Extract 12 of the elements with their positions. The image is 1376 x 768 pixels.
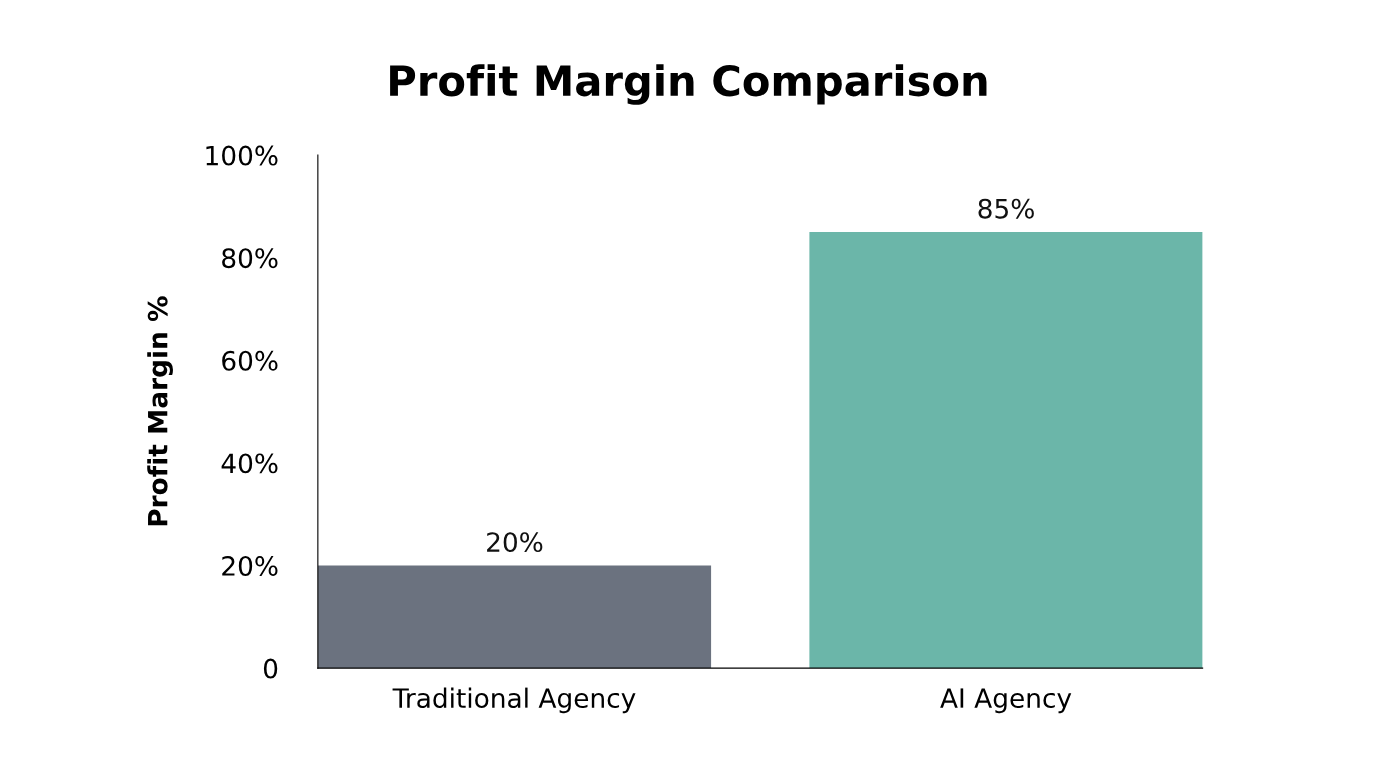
x-tick-label: Traditional Agency (392, 687, 636, 714)
data-label: 20% (487, 532, 543, 553)
y-tick-label: 0 (263, 658, 278, 679)
y-tick-label: 60% (222, 350, 278, 371)
y-tick-label: 40% (221, 453, 278, 474)
y-axis-title: Profit Margin % (147, 296, 173, 526)
y-tick-label: 80% (222, 248, 278, 269)
data-label: 85% (978, 198, 1034, 219)
y-tick-label: 100% (206, 145, 278, 166)
chart-title: Profit Margin Comparison (390, 64, 987, 105)
y-tick-label: 20% (222, 556, 278, 576)
x-tick-label: AI Agency (940, 688, 1072, 714)
